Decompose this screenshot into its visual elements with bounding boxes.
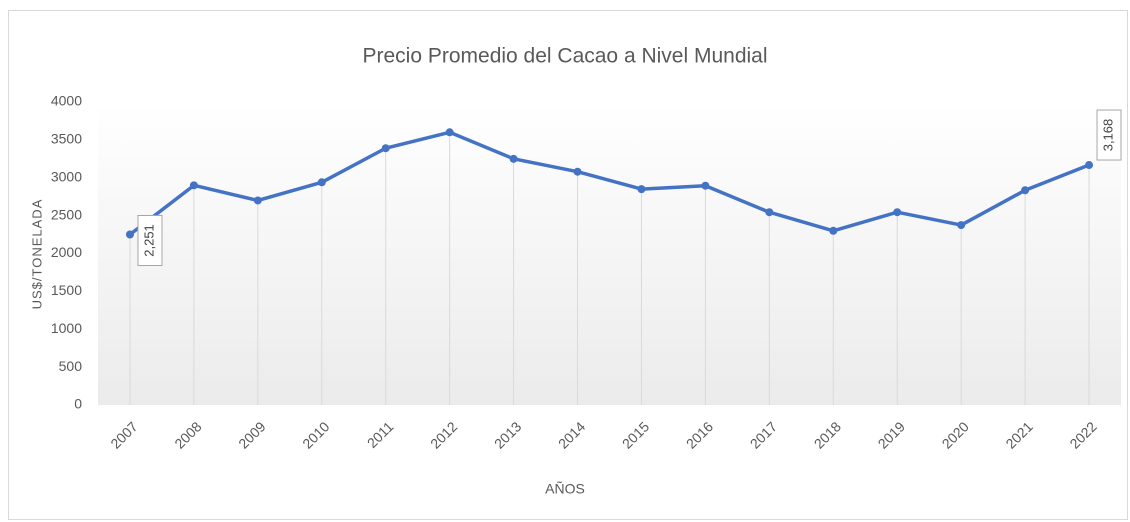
data-point	[701, 181, 710, 190]
x-axis-title: AÑOS	[545, 481, 585, 497]
data-point	[445, 128, 454, 137]
y-tick-label: 500	[59, 358, 83, 374]
data-label: 3,168	[1100, 119, 1115, 152]
y-tick-label: 2000	[51, 244, 82, 260]
data-label: 2,251	[141, 224, 156, 257]
y-tick-label: 3500	[51, 131, 82, 147]
data-point	[253, 196, 262, 205]
y-tick-label: 3000	[51, 168, 82, 184]
data-point	[189, 181, 198, 190]
data-point	[637, 185, 646, 194]
data-point	[957, 221, 966, 230]
y-axis-title: US$/TONELADA	[29, 199, 44, 310]
y-tick-label: 0	[74, 396, 82, 412]
data-label-box	[1096, 109, 1122, 161]
data-label-box	[137, 214, 163, 266]
data-point	[381, 144, 390, 153]
series-line	[128, 130, 1090, 236]
chart-title: Precio Promedio del Cacao a Nivel Mundia…	[362, 45, 767, 68]
y-tick-label: 1500	[51, 282, 82, 298]
data-point	[125, 230, 134, 239]
y-tick-label: 4000	[51, 93, 82, 109]
data-point	[317, 178, 326, 187]
y-tick-label: 2500	[51, 206, 82, 222]
plot-area	[98, 102, 1121, 405]
data-point	[1085, 161, 1094, 170]
y-tick-label: 1000	[51, 320, 82, 336]
data-point	[765, 208, 774, 217]
data-point	[893, 208, 902, 217]
data-point	[509, 154, 518, 163]
data-point	[573, 167, 582, 176]
data-point	[1021, 186, 1030, 195]
data-point	[829, 226, 838, 235]
